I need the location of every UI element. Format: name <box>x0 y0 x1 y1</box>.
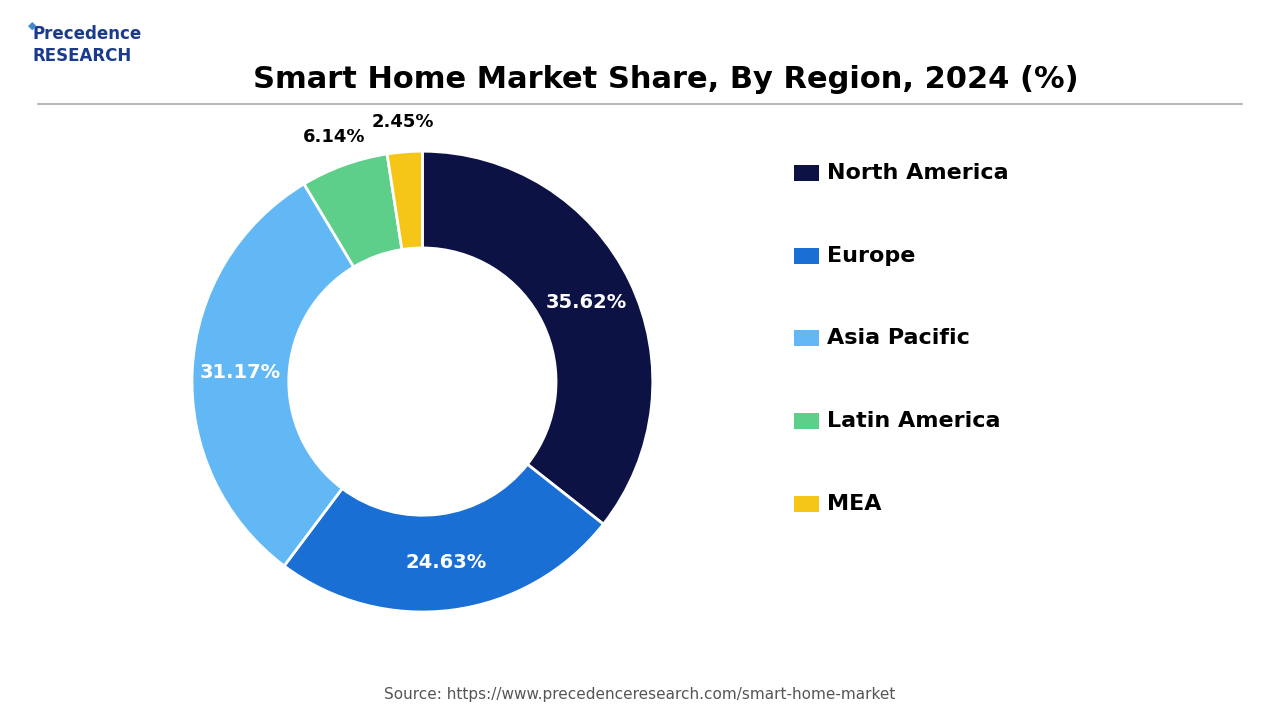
Wedge shape <box>387 151 422 250</box>
Text: MEA: MEA <box>827 494 882 514</box>
Text: 24.63%: 24.63% <box>406 552 486 572</box>
Text: 35.62%: 35.62% <box>545 292 627 312</box>
Text: ◆: ◆ <box>28 20 37 30</box>
Wedge shape <box>284 464 603 612</box>
Text: Latin America: Latin America <box>827 411 1001 431</box>
Wedge shape <box>192 184 353 566</box>
Text: Smart Home Market Share, By Region, 2024 (%): Smart Home Market Share, By Region, 2024… <box>252 65 1079 94</box>
Text: Asia Pacific: Asia Pacific <box>827 328 970 348</box>
Text: Source: https://www.precedenceresearch.com/smart-home-market: Source: https://www.precedenceresearch.c… <box>384 687 896 702</box>
Text: Europe: Europe <box>827 246 915 266</box>
Text: 31.17%: 31.17% <box>200 363 282 382</box>
Text: 6.14%: 6.14% <box>302 127 365 145</box>
Text: Precedence
RESEARCH: Precedence RESEARCH <box>32 25 141 66</box>
Text: North America: North America <box>827 163 1009 183</box>
Text: 2.45%: 2.45% <box>371 113 434 131</box>
Wedge shape <box>305 154 402 267</box>
Wedge shape <box>422 151 653 524</box>
